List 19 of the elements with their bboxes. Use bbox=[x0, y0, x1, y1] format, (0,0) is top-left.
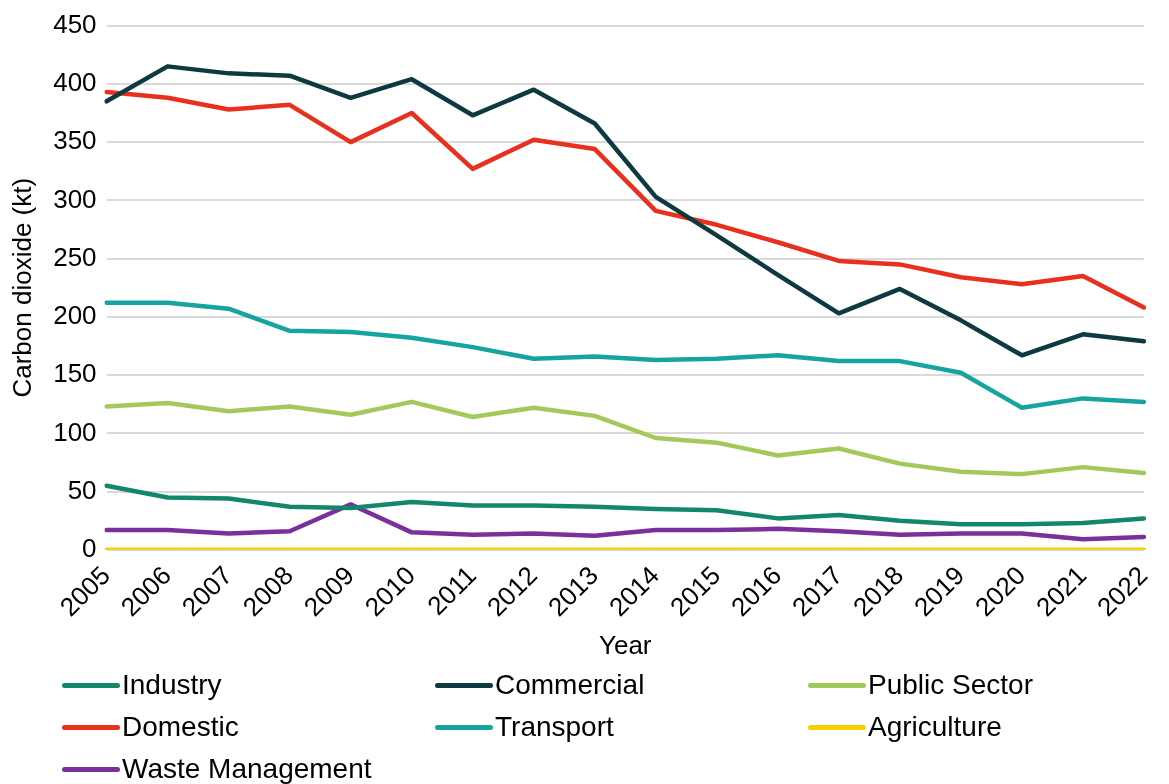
y-axis-title: Carbon dioxide (kt) bbox=[6, 177, 37, 398]
legend-label: Waste Management bbox=[122, 753, 372, 784]
y-tick-label: 100 bbox=[53, 416, 97, 447]
legend-label: Transport bbox=[495, 711, 614, 743]
y-tick-label: 0 bbox=[82, 533, 97, 564]
legend-label: Agriculture bbox=[868, 711, 1002, 743]
legend-label: Domestic bbox=[122, 711, 239, 743]
y-tick-label: 450 bbox=[53, 8, 97, 39]
y-tick-label: 400 bbox=[53, 67, 97, 98]
x-axis-title: Year bbox=[598, 629, 652, 660]
legend-label: Industry bbox=[122, 669, 222, 701]
y-tick-label: 200 bbox=[53, 300, 97, 331]
legend-label: Public Sector bbox=[868, 669, 1033, 701]
y-tick-label: 50 bbox=[67, 474, 97, 505]
legend-label: Commercial bbox=[495, 669, 645, 701]
y-tick-label: 300 bbox=[53, 183, 97, 214]
y-tick-label: 350 bbox=[53, 125, 97, 156]
y-tick-label: 150 bbox=[53, 358, 97, 389]
y-tick-label: 250 bbox=[53, 241, 97, 272]
